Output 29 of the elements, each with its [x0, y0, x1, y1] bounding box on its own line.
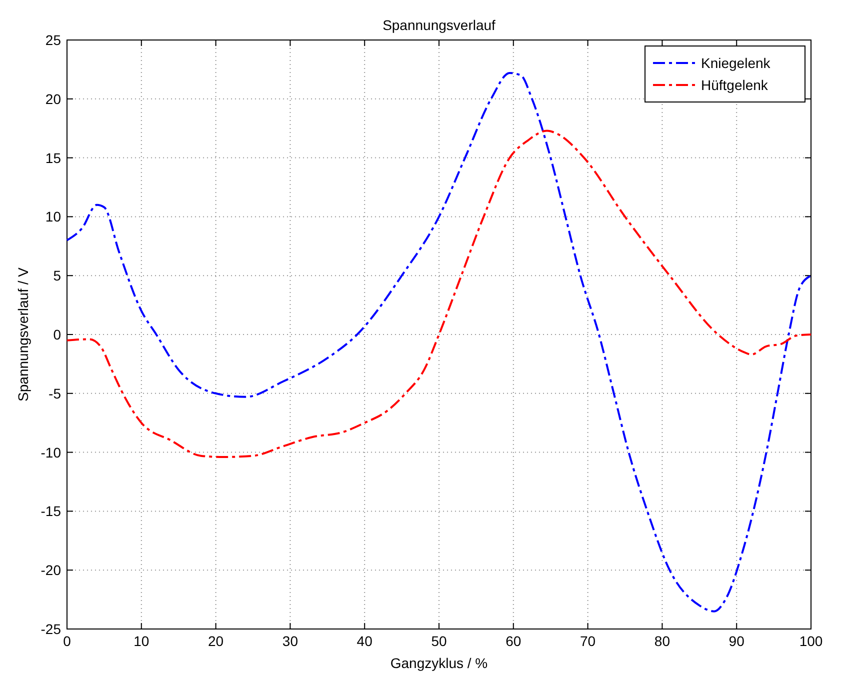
line-series: [66, 72, 812, 612]
x-tick-label: 70: [580, 633, 596, 649]
y-tick-label: 20: [45, 90, 62, 107]
y-tick-label: -20: [40, 562, 62, 578]
y-tick-label: -15: [40, 503, 62, 520]
x-tick-label: 10: [134, 633, 150, 649]
y-tick-label: 25: [45, 32, 62, 48]
y-tick-label: 15: [45, 150, 62, 166]
x-axis-title: Gangzyklus / %: [390, 655, 488, 671]
x-tick-label: 60: [506, 633, 522, 649]
chart-title: Spannungsverlauf: [382, 17, 496, 33]
y-tick-label: -5: [48, 385, 62, 402]
x-tick-label: 90: [728, 633, 745, 649]
x-tick-label: 80: [654, 633, 670, 649]
legend-label: Hüftgelenk: [701, 77, 769, 93]
x-tick-label: 50: [431, 633, 447, 649]
y-tick-label: 0: [53, 326, 62, 342]
x-tick-label: 100: [799, 633, 823, 649]
y-tick-label: -25: [40, 621, 62, 637]
y-axis-title: Spannungsverlauf / V: [15, 266, 31, 402]
y-tick-label: 5: [53, 268, 62, 284]
legend-label: Kniegelenk: [701, 55, 772, 71]
y-tick-label: -10: [40, 444, 62, 460]
x-tick-label: 20: [208, 633, 224, 649]
x-tick-label: 30: [282, 633, 298, 649]
x-tick-label: 0: [63, 633, 72, 649]
y-tick-label: 10: [45, 208, 62, 225]
line-series: [66, 130, 812, 458]
x-tick-label: 40: [356, 633, 373, 649]
